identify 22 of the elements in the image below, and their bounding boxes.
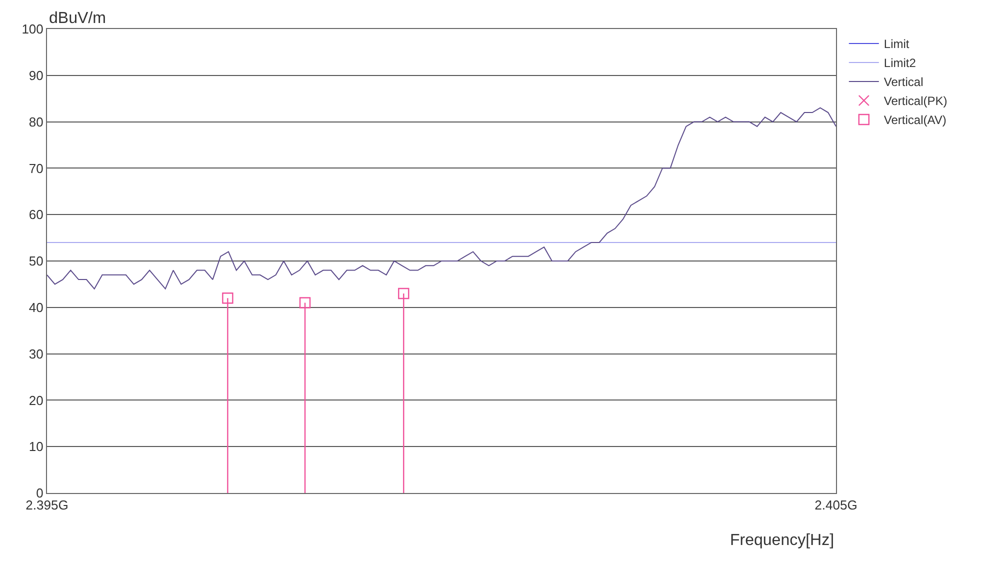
- legend-label: Vertical: [884, 75, 924, 90]
- y-tick-label: 40: [28, 300, 44, 315]
- point: [299, 297, 311, 308]
- legend-label: Vertical(AV): [884, 113, 946, 128]
- legend-label: Limit: [884, 37, 910, 52]
- y-tick-label: 50: [28, 254, 44, 269]
- point: [222, 292, 234, 304]
- y-tick-label: 70: [28, 160, 44, 176]
- y-tick-label: 80: [28, 114, 44, 130]
- legend-label: Vertical(PK): [884, 94, 948, 108]
- x-tick-label: 2.405G: [814, 498, 858, 513]
- y-tick-label: 10: [28, 439, 44, 454]
- x-axis-title: Frequency[Hz]: [730, 532, 834, 549]
- point: [398, 288, 410, 300]
- line-series: [47, 107, 836, 290]
- y-tick-label: 60: [28, 207, 44, 222]
- y-tick-label: 20: [28, 392, 44, 408]
- legend-label: Limit2: [884, 56, 916, 70]
- y-tick-label: 100: [22, 22, 44, 37]
- y-tick-label: 30: [28, 346, 44, 362]
- y-tick-label: 90: [28, 68, 44, 83]
- y-axis-title: dBuV/m: [49, 10, 106, 27]
